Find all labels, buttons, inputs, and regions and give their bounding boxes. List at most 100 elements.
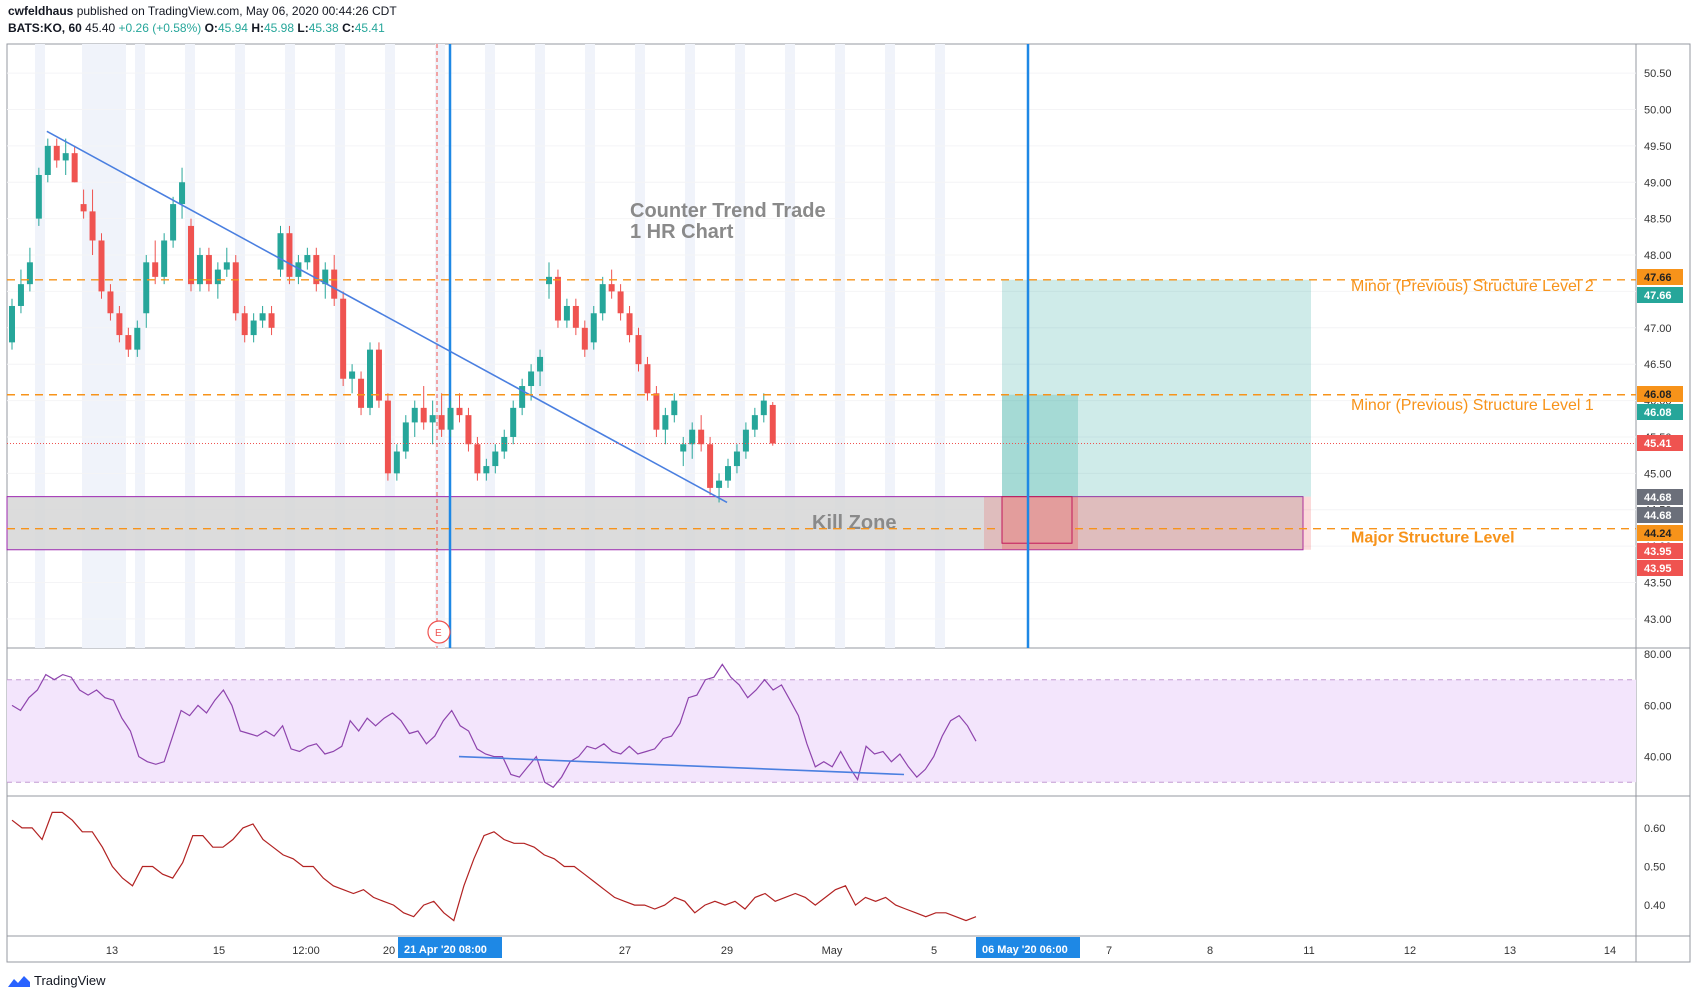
oscillator-line [11,811,977,922]
session-band [235,44,245,648]
publish-line: cwfeldhaus published on TradingView.com,… [8,3,397,20]
earnings-marker-label: E [435,628,442,639]
price-badge [1637,386,1683,402]
annotation-title: Counter Trend Trade [630,200,826,222]
candle-body [259,313,266,321]
candle-body [689,429,696,445]
time-tick-label: 8 [1207,945,1213,957]
session-band [835,44,845,648]
candle-body [751,415,758,430]
candle-body [599,284,606,314]
price-tick-label: 49.50 [1644,141,1672,153]
price-tick-label: 50.50 [1644,68,1672,80]
candle-body [760,400,767,416]
session-band [685,44,695,648]
author-name[interactable]: cwfeldhaus [8,4,74,18]
candle-body [367,349,373,408]
earnings-marker [427,620,451,644]
candle-body [26,262,33,285]
annotation-subtitle: 1 HR Chart [630,221,734,243]
time-tick-label: 29 [721,945,733,957]
session-band [335,44,345,648]
time-tick-label: 20 [383,945,395,957]
price-badge-label: 47.66 [1644,290,1672,302]
candle-body [554,276,561,321]
time-tick-label: 11 [1303,945,1314,957]
session-band [385,44,395,648]
candle-body [62,153,69,161]
symbol-label[interactable]: BATS:KO, 60 [8,21,82,35]
candle-body [125,335,132,350]
price-badge [1637,560,1683,576]
open-value: 45.94 [217,21,248,35]
kill-zone-label: Kill Zone [812,512,896,534]
near-target-zone [1002,394,1078,497]
stop-box-outline [1001,496,1073,544]
rsi-line [11,663,977,789]
session-shading [35,44,945,648]
time-highlight [398,937,502,958]
symbol-line: BATS:KO, 60 45.40 +0.26 (+0.58%) O:45.94… [8,21,385,35]
candle-body [626,313,633,336]
candle-body [179,182,186,205]
candle-body [322,269,329,285]
price-badge [1637,404,1683,420]
price-badge-label: 46.08 [1644,389,1672,401]
session-band [535,44,545,648]
candle-body [107,291,114,314]
candle-body [35,174,42,219]
time-tick-label: 7 [1106,945,1112,957]
price-tick-label: 45.00 [1644,468,1672,480]
candle-body [456,407,463,416]
candle-body [563,305,570,321]
candle-body [742,429,749,452]
price-badge-label: 44.24 [1644,528,1672,540]
session-band [735,44,745,648]
price-badge-label: 46.08 [1644,407,1672,419]
tradingview-logo-icon [8,975,30,987]
low-value: 45.38 [308,21,339,35]
candle-body [438,415,445,430]
candle-body [188,225,194,285]
price-badge [1637,489,1683,505]
near-stop-zone [1002,496,1078,550]
candle-body [617,291,624,314]
last-price: 45.40 [85,21,116,35]
rsi-band [7,679,1636,783]
tradingview-footer[interactable]: TradingView [8,973,106,988]
kill-zone-rect [6,496,1304,551]
candle-body [680,444,687,452]
candle-body [143,262,150,314]
candle-body [277,233,284,270]
target-zone [1002,279,1311,497]
candle-body [474,444,481,474]
price-badge [1637,269,1683,285]
candle-body [268,313,275,328]
candle-body [17,284,24,306]
close-value: 45.41 [354,21,385,35]
price-badge-label: 43.95 [1644,563,1672,575]
time-tick-label: 12 [1404,945,1416,957]
candle-body [313,255,320,285]
price-tick-label: 48.00 [1644,250,1672,262]
brand-label: TradingView [34,973,106,988]
weekend-band [82,44,126,648]
candle-body [349,371,356,379]
candle-body [733,451,740,467]
time-highlight [976,937,1080,958]
candle-body [546,276,552,285]
candle-body [725,466,731,481]
candle-body [492,451,499,467]
candle-body [716,480,723,488]
price-tick-label: 50.00 [1644,104,1672,116]
candle-body [241,313,248,336]
price-tick-label: 43.50 [1644,578,1672,590]
candle-body [214,269,221,285]
level-label: Minor (Previous) Structure Level 1 [1351,397,1594,414]
session-band [585,44,595,648]
candle-body [44,145,51,175]
rsi-tick-label: 40.00 [1644,752,1672,764]
rsi-tick-label: 80.00 [1644,649,1672,661]
candle-body [9,305,15,343]
